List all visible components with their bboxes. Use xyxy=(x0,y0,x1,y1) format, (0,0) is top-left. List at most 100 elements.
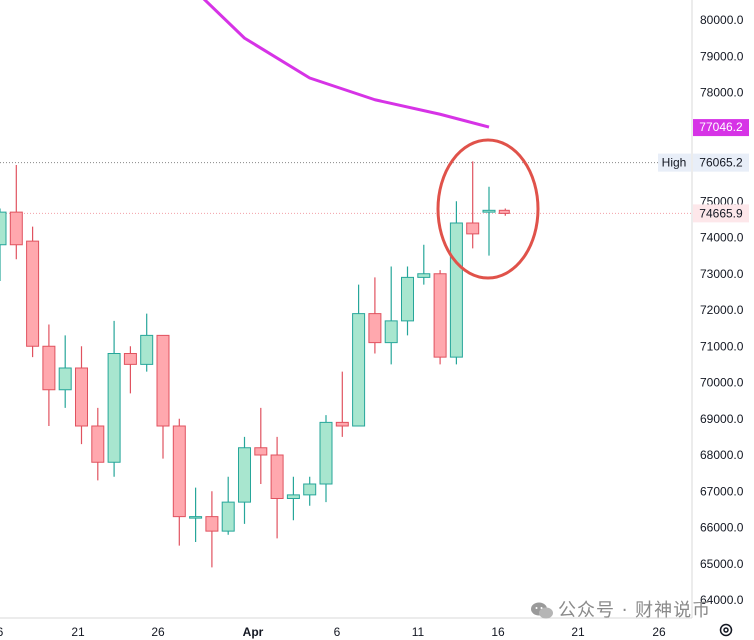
y-tick-label: 74000.0 xyxy=(700,231,744,245)
y-tick-label: 78000.0 xyxy=(700,86,744,100)
x-tick-label: 21 xyxy=(71,625,85,639)
candle[interactable] xyxy=(205,491,219,568)
candle-body xyxy=(319,421,333,485)
candle[interactable] xyxy=(172,418,186,546)
candle[interactable] xyxy=(156,334,170,459)
candle[interactable] xyxy=(270,436,284,539)
y-tick-label: 66000.0 xyxy=(700,521,744,535)
high-value-label: 76065.2 xyxy=(699,156,743,170)
candle-body xyxy=(9,211,23,246)
candle[interactable] xyxy=(221,476,235,535)
candle-body xyxy=(75,367,88,427)
moving-average xyxy=(202,0,490,129)
candle-body xyxy=(58,367,72,391)
x-tick-label: 16 xyxy=(491,625,505,639)
candle[interactable] xyxy=(368,277,382,354)
price-labels: 77046.2 High 76065.2 74665.9 xyxy=(658,119,749,223)
candle[interactable] xyxy=(335,371,349,437)
x-tick-label: 6 xyxy=(0,625,4,639)
candle[interactable] xyxy=(303,476,317,506)
candle[interactable] xyxy=(433,270,447,365)
candle-body xyxy=(286,494,300,499)
candle[interactable] xyxy=(9,165,23,260)
candle[interactable] xyxy=(384,266,398,365)
candle-body xyxy=(384,320,398,344)
candle[interactable] xyxy=(498,208,510,216)
candle[interactable] xyxy=(352,284,366,427)
candle-body xyxy=(221,501,235,532)
candle[interactable] xyxy=(107,320,121,477)
candle[interactable] xyxy=(26,226,40,358)
y-tick-label: 79000.0 xyxy=(700,49,744,63)
last-price-badge xyxy=(693,204,749,223)
candle-body xyxy=(123,353,137,365)
x-tick-label: 26 xyxy=(151,625,165,639)
candle-body xyxy=(0,211,7,246)
candle[interactable] xyxy=(449,201,463,365)
candle-body xyxy=(238,447,251,503)
candle-body xyxy=(303,483,317,496)
candle[interactable] xyxy=(238,436,251,524)
x-tick-label: 6 xyxy=(334,625,341,639)
high-tag-badge xyxy=(658,153,691,172)
candle-body xyxy=(205,516,219,532)
candle[interactable] xyxy=(75,346,88,445)
y-tick-label: 73000.0 xyxy=(700,267,744,281)
candle[interactable] xyxy=(123,346,137,394)
candle[interactable] xyxy=(466,161,480,249)
candle-body xyxy=(26,240,40,347)
watermark-text: 公众号 · 财神说币 xyxy=(558,600,712,621)
candles[interactable] xyxy=(0,161,510,568)
candle[interactable] xyxy=(189,487,203,542)
ma-line xyxy=(202,0,490,129)
ma-value-badge xyxy=(693,119,749,137)
annotation-circle xyxy=(436,138,540,280)
candle-body xyxy=(140,334,154,365)
candle-body xyxy=(42,345,56,391)
candle-body xyxy=(417,273,431,278)
candle-body xyxy=(156,334,170,427)
candle[interactable] xyxy=(58,335,72,408)
y-tick-label: 69000.0 xyxy=(700,412,744,426)
candle-body xyxy=(352,313,366,427)
x-tick-label: Apr xyxy=(243,625,264,639)
candle-body xyxy=(482,209,496,213)
y-tick-label: 64000.0 xyxy=(700,593,744,607)
candle-body xyxy=(254,447,268,456)
candle-body xyxy=(107,353,121,463)
candle-body xyxy=(368,313,382,344)
reference-lines xyxy=(0,162,692,214)
candle[interactable] xyxy=(91,407,105,481)
y-tick-label: 65000.0 xyxy=(700,557,744,571)
candle-body xyxy=(335,421,349,427)
x-axis: 6 21 26 Apr 6 11 16 21 26 xyxy=(0,625,666,639)
candle-body xyxy=(466,222,480,235)
y-tick-label: 68000.0 xyxy=(700,448,744,462)
candle[interactable] xyxy=(140,313,154,372)
candle[interactable] xyxy=(319,415,333,503)
high-value-badge xyxy=(693,153,749,172)
watermark: 公众号 · 财神说币 xyxy=(530,596,711,622)
candle[interactable] xyxy=(286,476,300,521)
candle[interactable] xyxy=(417,244,431,285)
candle[interactable] xyxy=(0,208,7,282)
candle-body xyxy=(498,209,510,214)
y-tick-label: 71000.0 xyxy=(700,339,744,353)
candle[interactable] xyxy=(42,324,56,427)
candle[interactable] xyxy=(482,186,496,256)
candle-body xyxy=(189,516,203,519)
candle[interactable] xyxy=(254,407,268,484)
x-tick-label: 11 xyxy=(412,625,425,639)
x-tick-label: 26 xyxy=(652,625,666,639)
candle-body xyxy=(449,222,463,358)
candle-body xyxy=(270,454,284,499)
settings-gear-icon[interactable] xyxy=(718,622,734,638)
candle[interactable] xyxy=(401,266,414,336)
last-price-label: 74665.9 xyxy=(699,206,743,220)
y-tick-label: 72000.0 xyxy=(700,303,744,317)
y-tick-label: 70000.0 xyxy=(700,376,744,390)
candle-body xyxy=(172,425,186,518)
candle-body xyxy=(433,273,447,358)
candle-body xyxy=(401,276,414,322)
